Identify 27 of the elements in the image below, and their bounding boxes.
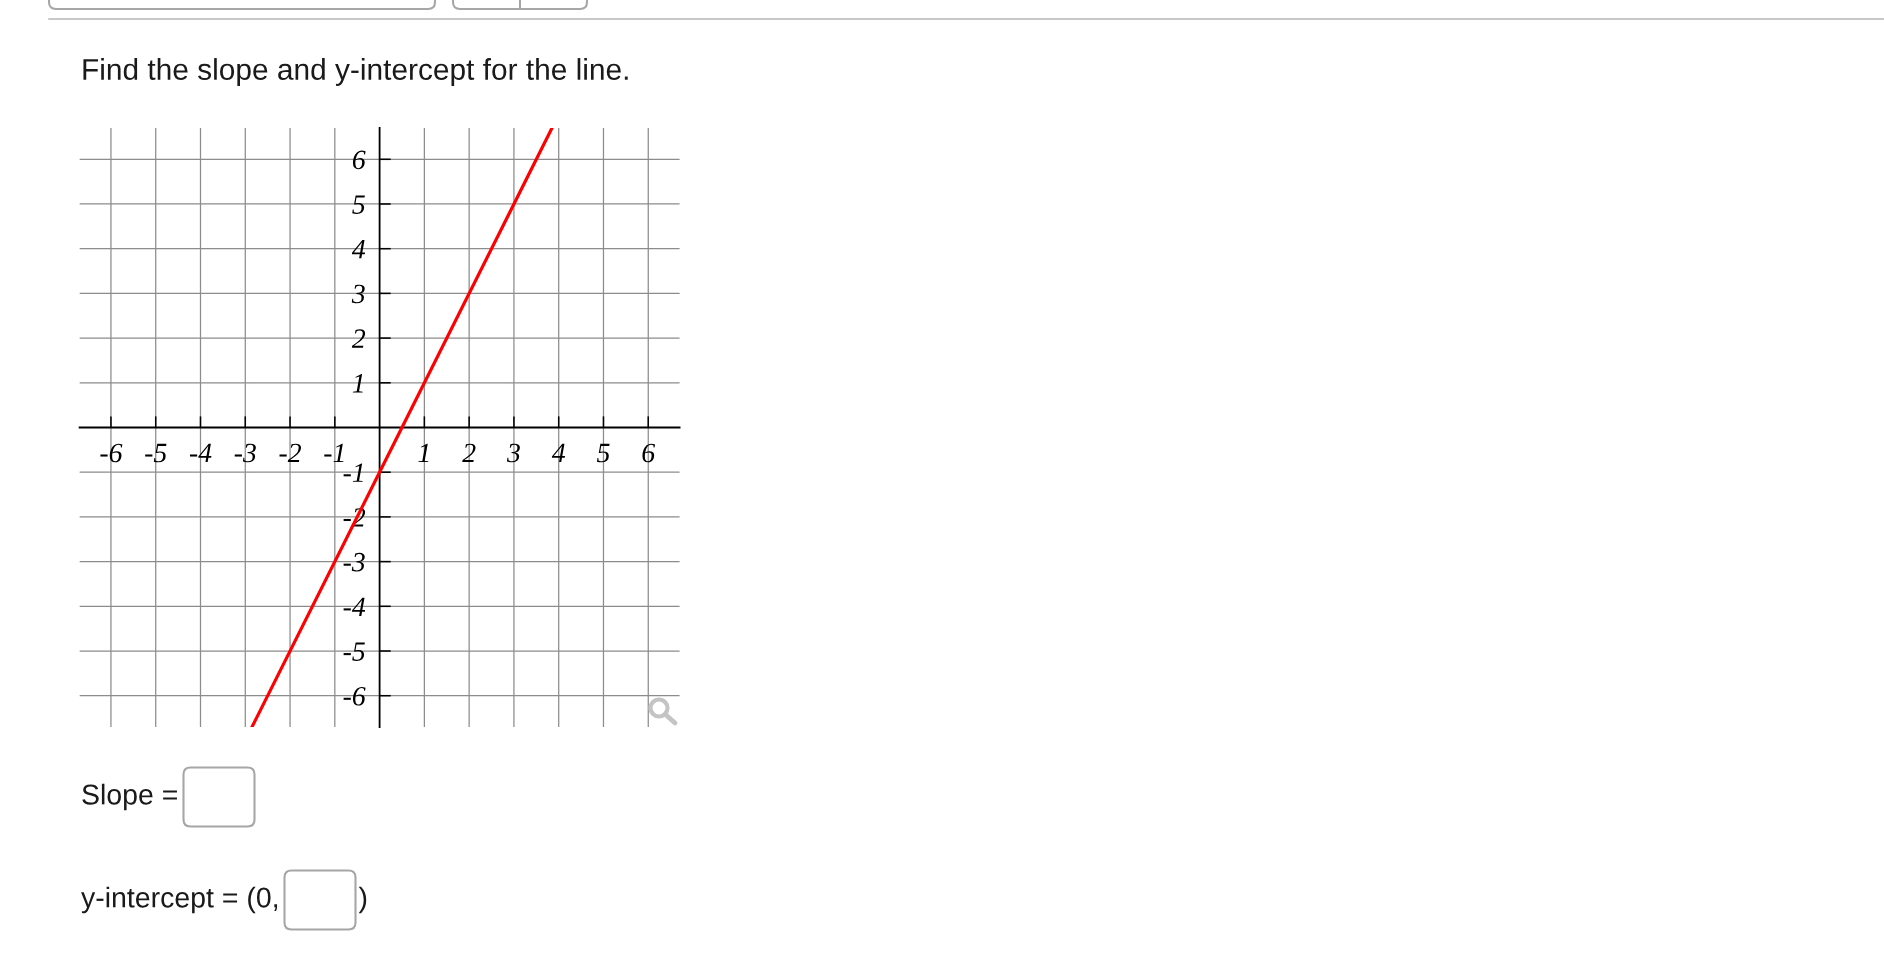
y-tick-label: 4 <box>351 240 366 259</box>
x-tick-label: -5 <box>145 443 167 463</box>
y-tick-label: -4 <box>343 597 366 616</box>
y-tick-label: 3 <box>351 284 365 304</box>
x-tick-label: 3 <box>506 443 520 463</box>
x-tick-label: 6 <box>642 443 656 463</box>
y-tick-label: 5 <box>352 195 365 214</box>
y-tick-label: -5 <box>343 642 365 661</box>
y-tick-label: 6 <box>352 150 366 170</box>
x-tick-label: 5 <box>596 443 610 463</box>
text: y-intercept = (0, <box>81 886 278 914</box>
x-tick-label: -2 <box>279 443 302 463</box>
text: ) <box>358 886 367 914</box>
x-tick-label: 2 <box>462 443 476 463</box>
y-tick-label: 1 <box>352 374 363 393</box>
chart-title: Find the slope and y-intercept for the line. <box>83 58 628 86</box>
y-tick-label: -6 <box>343 686 366 706</box>
x-tick-label: -1 <box>324 443 344 463</box>
x-tick-label: -4 <box>189 443 212 463</box>
x-tick-label: 1 <box>418 443 429 463</box>
x-tick-label: -6 <box>100 443 123 463</box>
y-tick-label: -1 <box>343 463 363 482</box>
y-tick-label: 2 <box>351 329 366 348</box>
text: Slope = <box>82 783 177 811</box>
x-tick-label: -3 <box>234 443 256 463</box>
y-tick-label: -3 <box>343 552 365 572</box>
x-tick-label: 4 <box>551 443 566 463</box>
